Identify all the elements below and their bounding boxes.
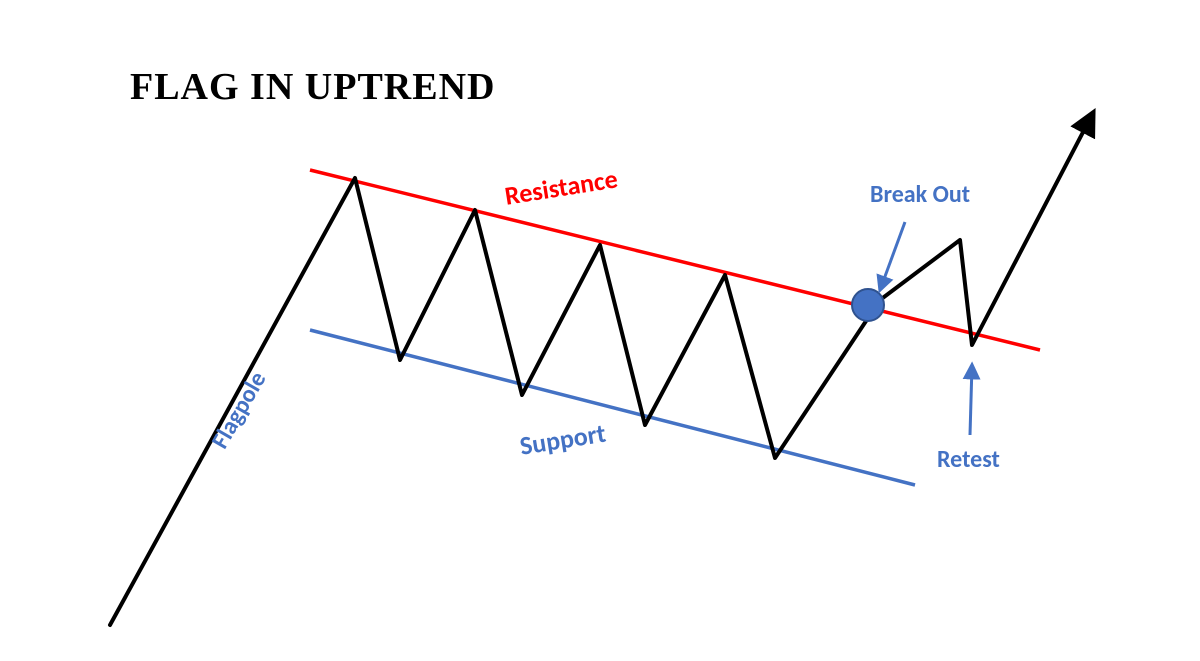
support-line [310,330,915,485]
breakout-dot [852,289,884,321]
diagram-title: FLAG IN UPTREND [130,65,495,109]
breakout-label: Break Out [870,180,970,209]
breakout-arrow [880,222,905,290]
retest-label: Retest [937,445,1000,474]
retest-arrow [970,365,972,435]
